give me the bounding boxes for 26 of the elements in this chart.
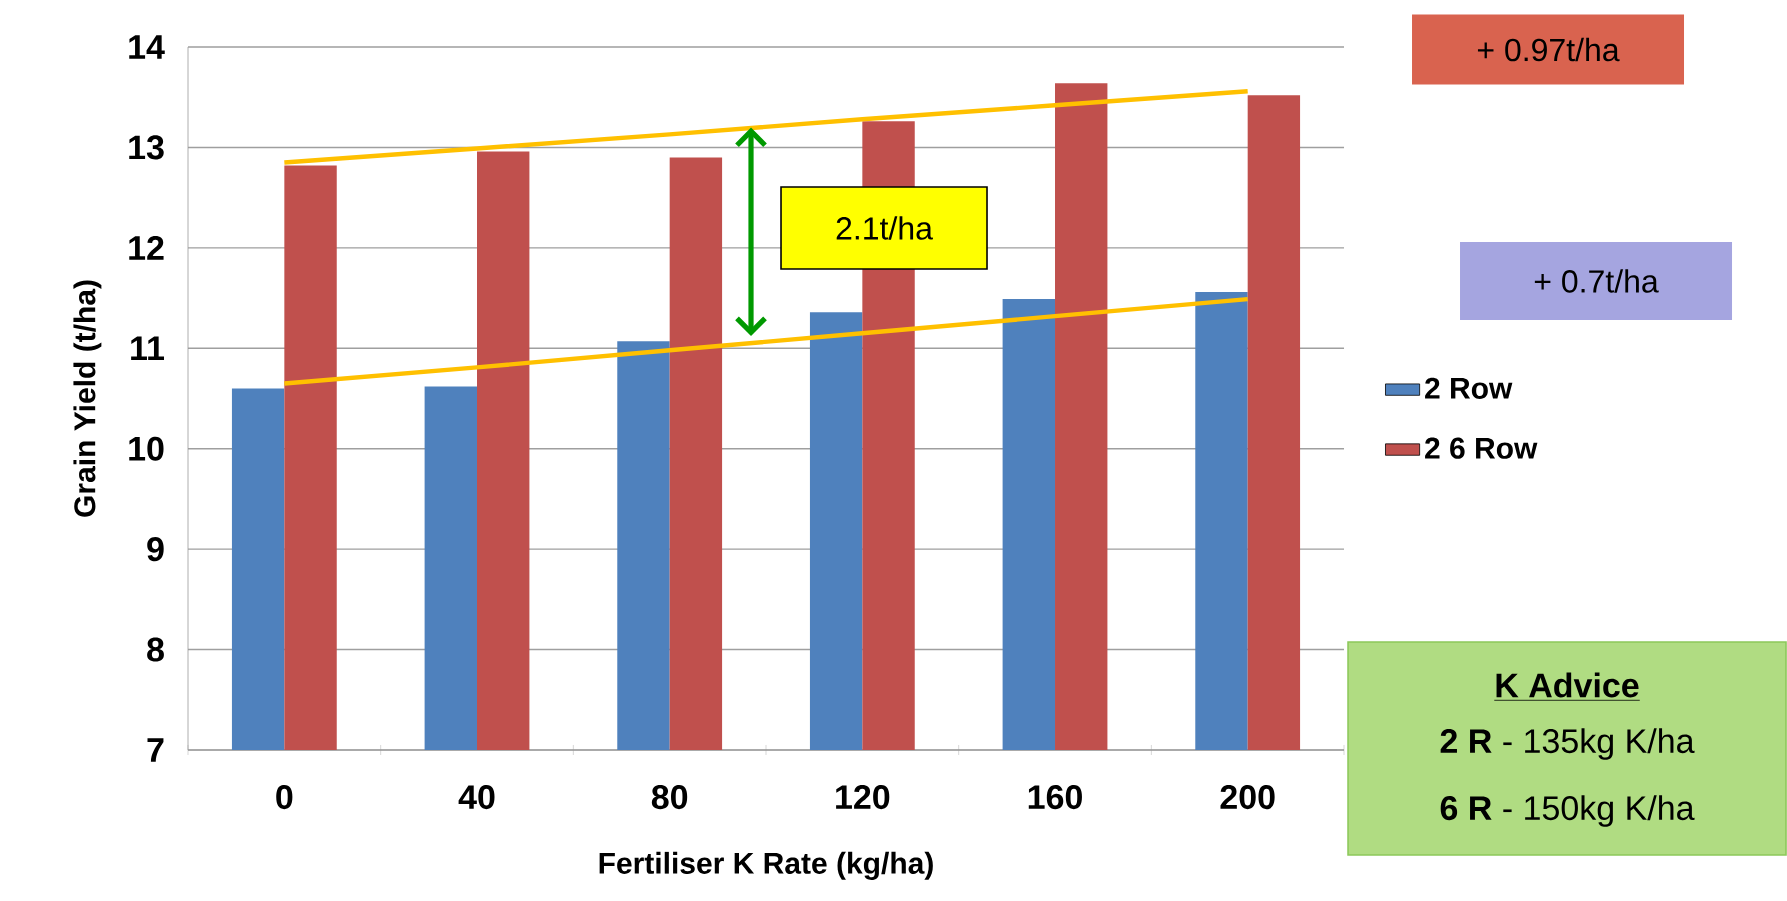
line-series <box>282 88 1250 165</box>
y-tick-label: 14 <box>129 35 165 59</box>
x-tick-label: 40 <box>458 785 495 810</box>
x-tick-label: 120 <box>836 785 890 810</box>
text: 2 R - 135kg K/ha <box>1440 728 1695 760</box>
text: K Advice <box>1496 672 1639 698</box>
y-tick-label: 11 <box>131 336 165 360</box>
text: + 0.97t/ha <box>1477 37 1620 62</box>
y-axis-title: Grain Yield (t/ha) <box>73 280 102 517</box>
legend-label: 2 Row <box>1425 377 1513 399</box>
legend-label: 2 6 Row <box>1425 437 1538 459</box>
y-tick-label: 8 <box>147 637 164 662</box>
y-tick-label: 9 <box>147 537 164 562</box>
x-tick-label: 200 <box>1220 785 1275 810</box>
annotation: 2.1t/ha <box>836 216 933 240</box>
y-tick-label: 10 <box>129 436 164 461</box>
y-tick-label: 7 <box>147 738 164 762</box>
text: + 0.7t/ha <box>1534 269 1659 293</box>
x-tick-label: 160 <box>1028 785 1082 810</box>
y-tick-label: 13 <box>129 135 164 160</box>
x-tick-label: 0 <box>276 785 293 810</box>
x-axis-title: Fertiliser K Rate (kg/ha) <box>599 851 933 880</box>
line-series <box>282 296 1250 386</box>
y-tick-label: 12 <box>129 235 164 260</box>
x-tick-label: 80 <box>651 785 688 810</box>
text: 6 R - 150kg K/ha <box>1440 795 1695 827</box>
